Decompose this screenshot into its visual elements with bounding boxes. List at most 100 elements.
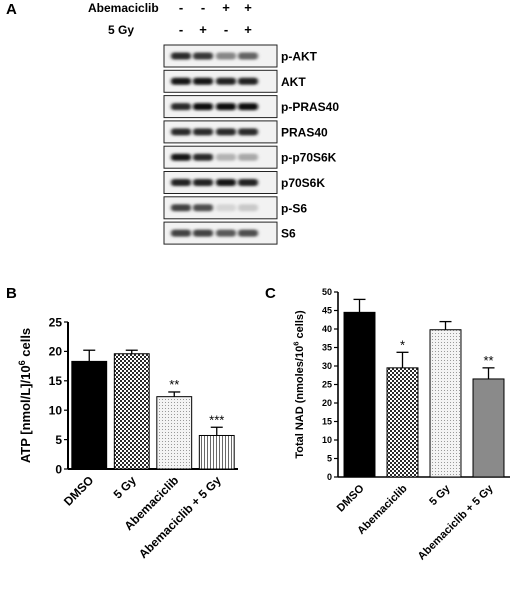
blot-band	[238, 204, 258, 212]
blot-band	[216, 229, 236, 237]
blot-band	[216, 52, 236, 60]
y-tick-label: 15	[322, 417, 332, 427]
bar	[71, 360, 108, 470]
panel-c-letter: C	[265, 285, 276, 302]
blot-strip	[163, 221, 278, 245]
y-tick-label: 5	[55, 433, 62, 447]
x-tick-label: 5 Gy	[427, 482, 453, 508]
blot-label: p-AKT	[281, 50, 318, 64]
treatment-sign: +	[222, 0, 230, 15]
blot-band	[216, 153, 236, 161]
blot-band	[238, 229, 258, 237]
x-tick-label: DMSO	[335, 482, 367, 514]
y-tick-label: 50	[322, 287, 332, 297]
treatment-label: 5 Gy	[108, 23, 134, 37]
blot-band	[171, 103, 191, 111]
y-tick-label: 30	[322, 361, 332, 371]
bar	[429, 329, 462, 478]
y-tick-label: 0	[327, 472, 332, 482]
treatment-sign: -	[224, 22, 228, 37]
bar	[343, 311, 376, 478]
treatment-sign: +	[244, 22, 252, 37]
blot-band	[193, 153, 213, 161]
treatment-sign: +	[199, 22, 207, 37]
bar	[472, 378, 505, 478]
blot-strip	[163, 95, 278, 119]
treatment-label: Abemaciclib	[88, 1, 159, 15]
x-tick-label: DMSO	[61, 473, 96, 508]
blot-strip	[163, 171, 278, 194]
blot-band	[171, 229, 191, 237]
treatment-sign: +	[244, 0, 252, 15]
blot-band	[193, 204, 213, 212]
bar	[113, 353, 150, 470]
blot-label: p-S6	[281, 201, 307, 215]
blot-band	[238, 103, 258, 111]
treatment-sign: -	[179, 22, 183, 37]
y-tick-label: 40	[322, 324, 332, 334]
blot-band	[216, 103, 236, 111]
y-tick-label: 25	[322, 380, 332, 390]
blot-label: p70S6K	[281, 176, 325, 190]
blot-band	[238, 153, 258, 161]
x-tick-label: Abemaciclib + 5 Gy	[416, 482, 497, 563]
blot-band	[171, 77, 191, 85]
y-tick-label: 25	[49, 315, 63, 329]
blot-band	[193, 77, 213, 85]
blot-strip	[163, 69, 278, 93]
significance-label: **	[169, 377, 179, 392]
y-tick-label: 35	[322, 343, 332, 353]
blot-band	[216, 77, 236, 85]
y-tick-label: 45	[322, 306, 332, 316]
blot-strip	[163, 120, 278, 144]
blot-band	[193, 103, 213, 111]
blot-band	[216, 128, 236, 136]
blot-band	[216, 179, 236, 186]
blot-band	[171, 153, 191, 161]
y-tick-label: 10	[49, 403, 63, 417]
treatment-sign: -	[201, 0, 205, 15]
blot-band	[238, 52, 258, 60]
blot-band	[238, 77, 258, 85]
y-axis-title: ATP [nmol/L]/106 cells	[17, 328, 33, 463]
y-tick-label: 15	[49, 374, 63, 388]
blot-band	[193, 52, 213, 60]
blot-band	[193, 229, 213, 237]
blot-band	[216, 204, 236, 212]
blot-band	[171, 52, 191, 60]
y-tick-label: 10	[322, 435, 332, 445]
blot-band	[238, 179, 258, 186]
blot-strip	[163, 145, 278, 169]
significance-label: ***	[209, 412, 224, 427]
y-axis-title: Total NAD (nmoles/106 cells)	[292, 310, 306, 459]
blot-band	[193, 128, 213, 136]
blot-strip	[163, 44, 278, 68]
significance-label: *	[400, 337, 405, 352]
bar	[198, 434, 235, 470]
y-tick-label: 20	[322, 398, 332, 408]
blot-label: PRAS40	[281, 125, 328, 139]
blot-band	[171, 179, 191, 186]
blot-strip	[163, 196, 278, 220]
blot-band	[171, 128, 191, 136]
panel-b-letter: B	[6, 285, 17, 302]
blot-label: S6	[281, 227, 296, 241]
blot-label: p-PRAS40	[281, 100, 339, 114]
blot-band	[193, 179, 213, 186]
western-blot-panel: Abemaciclib - - + +5 Gy - + - + p-AKT AKT p-PRAS40 P…	[88, 0, 339, 245]
bar	[156, 396, 193, 470]
blot-band	[238, 128, 258, 136]
blot-band	[171, 204, 191, 212]
atp-bar-chart: 0 5 10 15 20 25 ATP [nmol/L]/106 cells DMSO 5 Gy…	[17, 315, 238, 561]
y-tick-label: 20	[49, 345, 63, 359]
x-tick-label: Abemaciclib + 5 Gy	[136, 473, 224, 561]
y-tick-label: 0	[55, 462, 62, 476]
blot-label: p-p70S6K	[281, 151, 337, 165]
bar	[386, 367, 419, 478]
treatment-sign: -	[179, 0, 183, 15]
nad-bar-chart: 0 5 10 15 20 25 30 35 40 45 50 Total NAD (nmoles/10…	[292, 287, 510, 563]
significance-label: **	[483, 353, 493, 368]
x-tick-label: 5 Gy	[111, 473, 140, 502]
y-tick-label: 5	[327, 454, 332, 464]
